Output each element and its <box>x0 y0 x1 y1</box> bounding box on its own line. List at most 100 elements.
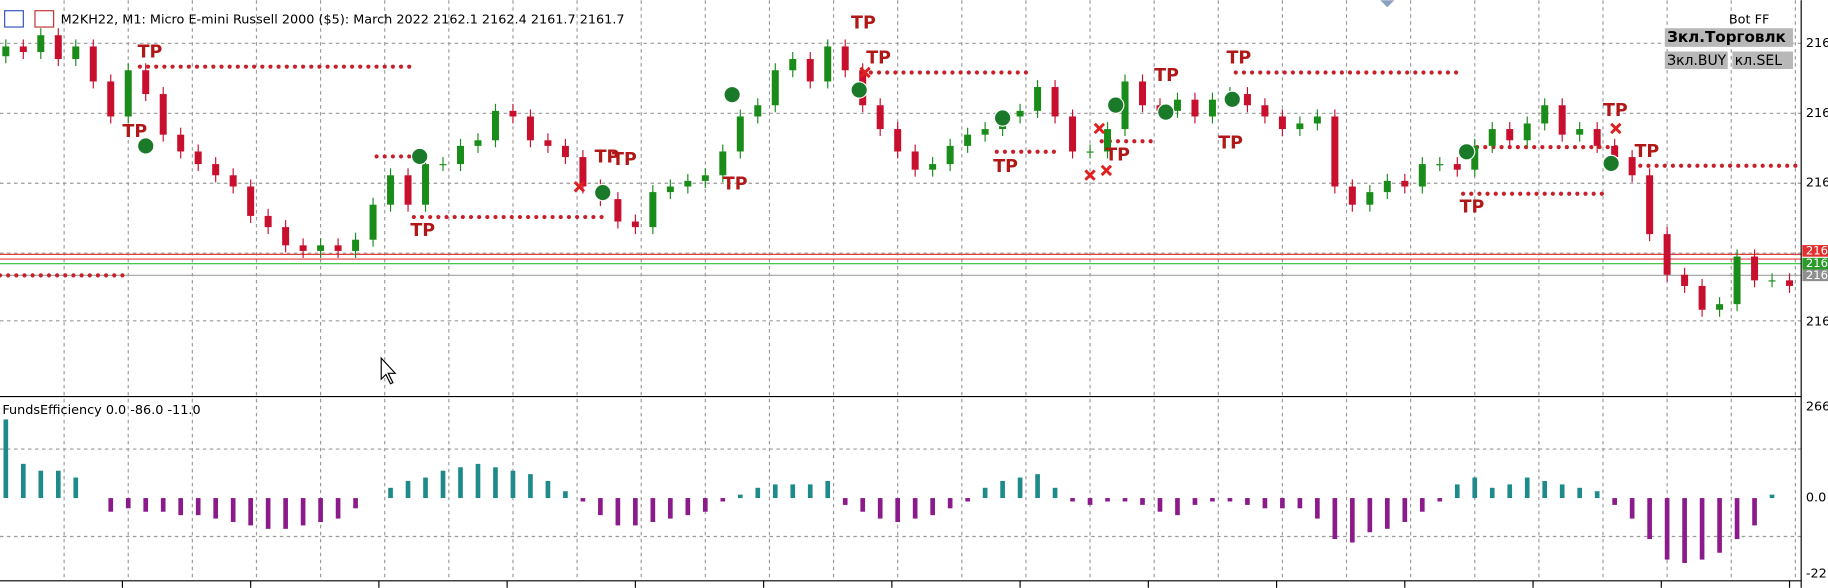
sell-button-label[interactable]: кл.SEL <box>1735 53 1782 69</box>
histogram-bar <box>1629 498 1635 519</box>
histogram-bar <box>633 498 638 526</box>
signal-marker <box>593 183 612 202</box>
histogram-bar <box>1664 498 1670 560</box>
buy-button-label[interactable]: Зкл.BUY <box>1667 53 1727 69</box>
signal-marker <box>410 147 429 166</box>
histogram-bar <box>1734 498 1740 540</box>
candle <box>911 151 919 170</box>
candle <box>1208 99 1216 117</box>
histogram-bar <box>615 498 621 526</box>
tp-dot <box>301 64 306 69</box>
candle <box>1751 256 1759 281</box>
tp-label: TP <box>595 148 620 168</box>
histogram-bar <box>1524 477 1530 499</box>
histogram-bar <box>930 498 935 516</box>
histogram-bar <box>860 498 866 512</box>
candle <box>1716 304 1724 310</box>
toolbar[interactable] <box>4 10 55 28</box>
candle <box>719 151 727 176</box>
chart-icon[interactable] <box>34 10 55 28</box>
histogram-bar <box>493 467 498 499</box>
histogram-bar <box>318 498 323 522</box>
candle <box>1104 129 1112 152</box>
tp-dot <box>333 64 338 69</box>
tp-dot <box>1437 70 1442 75</box>
tp-dot <box>999 70 1004 75</box>
candle <box>282 227 290 246</box>
tp-dot <box>382 154 387 159</box>
histogram-bar <box>668 498 673 519</box>
sell-button[interactable] <box>1732 51 1794 69</box>
tp-dot <box>0 273 3 278</box>
histogram-bar <box>458 467 463 499</box>
candle <box>247 186 255 216</box>
tp-dot <box>1550 191 1555 196</box>
candle <box>579 157 587 187</box>
histogram-bar <box>1699 498 1705 560</box>
tp-dot <box>154 64 159 69</box>
tp-label: TP <box>410 221 435 241</box>
histogram-bar <box>895 498 901 522</box>
histogram-bar <box>1769 494 1775 499</box>
signal-marker <box>1157 103 1175 121</box>
close-mark <box>1084 169 1096 181</box>
histogram-bar <box>1070 498 1075 502</box>
buy-button[interactable] <box>1664 51 1728 69</box>
candle <box>561 145 569 158</box>
candle <box>666 186 674 193</box>
histogram-bar <box>195 498 201 516</box>
candle <box>1471 145 1479 170</box>
candle <box>317 245 325 251</box>
histogram-bar <box>1105 498 1110 502</box>
tp-dot <box>1556 145 1561 150</box>
histogram-bar <box>965 498 970 502</box>
trade-button[interactable] <box>1664 28 1794 47</box>
tp-dot <box>526 214 531 220</box>
close-mark <box>573 181 586 193</box>
candle <box>89 46 97 82</box>
candle <box>1261 105 1269 117</box>
histogram-bar <box>772 484 778 499</box>
tp-dot <box>14 273 19 278</box>
tp-dot <box>55 273 60 278</box>
candle <box>1628 157 1636 176</box>
tp-dot <box>1567 191 1572 196</box>
trade-button-label[interactable]: Зкл.Торговлк <box>1667 28 1786 46</box>
candle <box>352 239 360 251</box>
candle <box>474 140 482 146</box>
tp-dot <box>1241 70 1247 75</box>
tp-dot <box>1501 191 1507 196</box>
tp-dot <box>1290 70 1295 75</box>
tp-dot <box>1532 145 1537 150</box>
histogram-bar <box>405 480 411 499</box>
candle <box>2 46 10 57</box>
tp-dot <box>558 214 563 220</box>
tp-dot <box>1115 139 1121 144</box>
candle <box>1558 105 1566 135</box>
tp-dot <box>227 64 232 69</box>
histogram-bar <box>335 498 341 519</box>
histogram-bar <box>1577 487 1583 499</box>
histogram-bar <box>283 498 288 529</box>
candle <box>1139 81 1146 106</box>
tp-dot <box>917 70 922 75</box>
tp-dot <box>120 273 125 278</box>
histogram-bar <box>685 498 691 516</box>
tp-dot <box>1043 149 1048 154</box>
tp-dot <box>942 70 947 75</box>
tp-dot <box>1282 70 1287 75</box>
tp-label: TP <box>1603 101 1628 121</box>
menu-icon[interactable] <box>4 10 24 28</box>
tp-dot <box>1445 70 1451 75</box>
candle <box>491 110 499 141</box>
candle <box>1313 116 1321 124</box>
candle <box>142 70 150 95</box>
tp-dot <box>1687 163 1692 168</box>
tp-dot <box>252 64 257 69</box>
tp-dot <box>1454 70 1459 75</box>
tp-dot <box>1785 163 1790 168</box>
tp-dot <box>1148 139 1153 144</box>
tp-dot <box>1485 191 1490 196</box>
histogram-bar <box>1350 498 1355 543</box>
